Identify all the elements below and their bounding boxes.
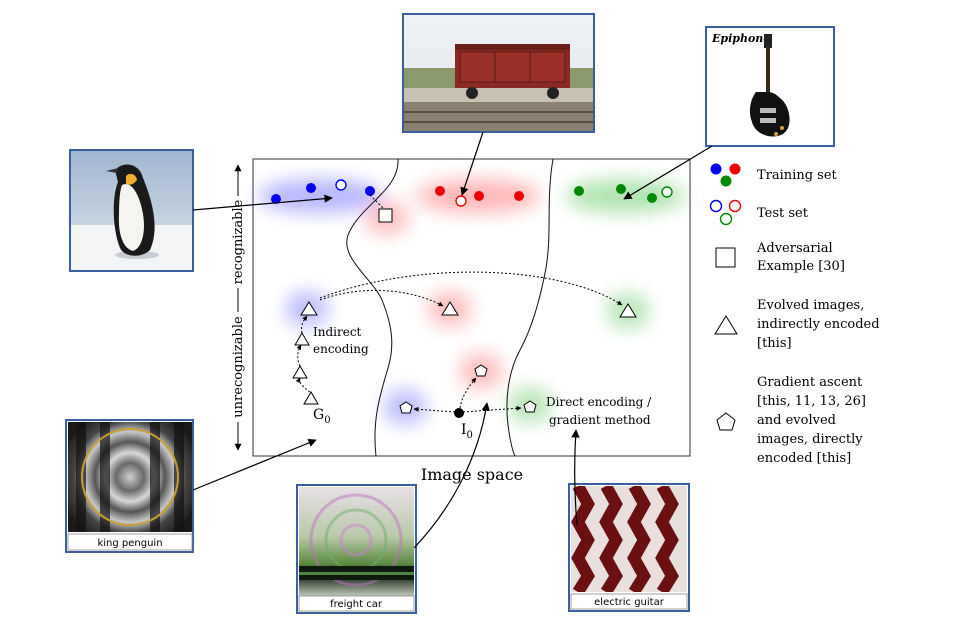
- direct-encoding-paths: [413, 377, 522, 413]
- legend-test-icon: [709, 199, 742, 226]
- training-point: [616, 184, 626, 194]
- electric-guitar-pattern-arrow: [571, 429, 580, 526]
- green-class-points: [574, 184, 673, 203]
- y-label-recognizable: recognizable: [231, 199, 246, 284]
- penguin-photo-thumbnail: [69, 149, 194, 272]
- adversarial-square: [378, 208, 393, 223]
- pentagon-blue: [399, 401, 413, 414]
- training-point: [647, 193, 657, 203]
- legend-adversarial-icon: [715, 247, 736, 268]
- test-point: [661, 186, 673, 198]
- king-penguin-arrow: [192, 438, 317, 491]
- legend-test-label: Test set: [757, 206, 809, 221]
- training-point: [514, 191, 524, 201]
- indirect-label-line2: encoding: [313, 342, 369, 356]
- direct-label-line1: Direct encoding /: [546, 395, 652, 409]
- electric-guitar-pattern-thumbnail: [568, 483, 690, 612]
- red-class-points: [435, 186, 524, 207]
- class-clouds: [258, 179, 685, 425]
- freight-car-pattern-thumbnail: [296, 484, 417, 614]
- triangle-red: [441, 301, 459, 316]
- training-point: [574, 186, 584, 196]
- direct-label-line2: gradient method: [549, 413, 651, 427]
- freight-car-photo-thumbnail: [402, 13, 595, 133]
- legend-evolved-line1: Evolved images,: [757, 298, 864, 313]
- legend-evolved-line3: [this]: [757, 336, 792, 351]
- indirect-encoding-paths: [295, 271, 623, 393]
- legend-adversarial-line2: Example [30]: [757, 259, 845, 274]
- image-space-frame: [252, 158, 691, 457]
- cloud-blue-training: [258, 179, 382, 213]
- indirect-label-line1: Indirect: [313, 325, 362, 339]
- pentagon-green: [523, 400, 537, 413]
- triangle-blue: [300, 301, 318, 316]
- i0-label: I0: [461, 422, 473, 441]
- legend: Training set Test set Adversarial Exampl…: [709, 163, 880, 466]
- legend-evolved-line2: indirectly encoded: [757, 317, 880, 332]
- guitar-photo-thumbnail: Epiphone: [705, 26, 835, 147]
- guitar-arrow: [623, 145, 713, 200]
- blue-class-points: [271, 179, 375, 204]
- freight-car-arrow: [460, 131, 484, 196]
- legend-gradient-line1: Gradient ascent: [757, 375, 863, 390]
- legend-gradient-line5: encoded [this]: [757, 451, 851, 466]
- penguin-arrow: [192, 194, 333, 211]
- guitar-brand-logo: Epiphone: [711, 32, 770, 45]
- triangle-step-2: [292, 365, 308, 379]
- king-penguin-pattern-thumbnail: [65, 419, 194, 553]
- training-point: [474, 191, 484, 201]
- adversarial-link: [369, 194, 386, 211]
- legend-gradient-line2: [this, 11, 13, 26]: [757, 394, 866, 409]
- legend-adversarial-line1: Adversarial: [756, 241, 833, 256]
- y-label-unrecognizable: unrecognizable: [231, 316, 246, 418]
- x-axis-label: Image space: [421, 465, 523, 484]
- g0-label: G0: [313, 407, 331, 426]
- i0-point: [454, 408, 464, 418]
- class-boundary-left: [346, 158, 399, 457]
- training-point: [435, 186, 445, 196]
- class-boundary-right: [506, 158, 554, 457]
- triangle-step-3: [294, 332, 310, 346]
- legend-training-label: Training set: [757, 168, 838, 183]
- caption-king-penguin: king penguin: [97, 538, 162, 549]
- test-point: [335, 179, 347, 191]
- caption-freight-car: freight car: [330, 599, 383, 610]
- evolved-triangles: [292, 301, 637, 405]
- caption-electric-guitar: electric guitar: [594, 597, 665, 608]
- legend-gradient-line3: and evolved: [757, 413, 836, 428]
- test-point: [455, 195, 467, 207]
- training-point: [271, 194, 281, 204]
- legend-evolved-icon: [714, 315, 738, 335]
- legend-gradient-line4: images, directly: [757, 432, 863, 447]
- training-point: [365, 186, 375, 196]
- legend-gradient-icon: [716, 412, 736, 431]
- direct-pentagons: [399, 364, 537, 414]
- training-point: [306, 183, 316, 193]
- triangle-g0: [303, 391, 319, 405]
- pentagon-red: [474, 364, 488, 377]
- legend-training-icon: [710, 163, 741, 187]
- freight-car-pattern-arrow: [413, 402, 490, 549]
- triangle-green: [619, 303, 637, 318]
